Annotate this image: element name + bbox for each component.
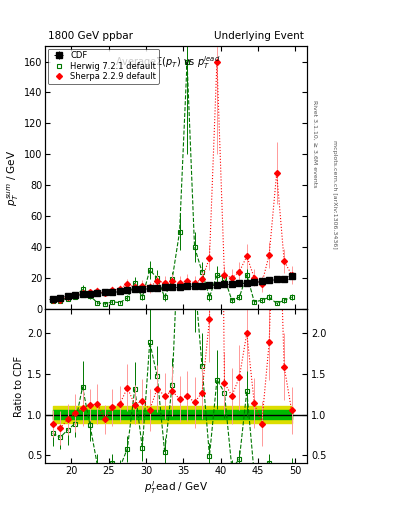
Sherpa 2.2.9 default (80, 290, 85, 296)
Sherpa 2.2.9 default (103, 290, 107, 296)
Sherpa 2.2.9 default (177, 280, 182, 286)
Sherpa 2.2.9 default (207, 255, 212, 261)
Herwig 7.2.1 default (207, 294, 212, 301)
Herwig 7.2.1 default (267, 294, 272, 301)
Sherpa 2.2.9 default (132, 284, 137, 290)
Text: Average$\Sigma$($p_T$) vs $p_T^{lead}$: Average$\Sigma$($p_T$) vs $p_T^{lead}$ (116, 54, 221, 71)
Herwig 7.2.1 default (125, 295, 130, 301)
Herwig 7.2.1 default (177, 228, 182, 234)
Herwig 7.2.1 default (50, 298, 55, 305)
Sherpa 2.2.9 default (110, 287, 115, 293)
Herwig 7.2.1 default (65, 296, 70, 302)
Herwig 7.2.1 default (289, 294, 294, 301)
Herwig 7.2.1 default (73, 294, 77, 300)
Herwig 7.2.1 default (274, 301, 279, 307)
Herwig 7.2.1 default (237, 294, 242, 301)
Sherpa 2.2.9 default (50, 297, 55, 304)
Sherpa 2.2.9 default (192, 280, 197, 286)
Text: 1800 GeV ppbar: 1800 GeV ppbar (48, 31, 133, 41)
Herwig 7.2.1 default (155, 275, 160, 281)
Herwig 7.2.1 default (200, 269, 204, 275)
Herwig 7.2.1 default (185, 58, 189, 65)
Text: Underlying Event: Underlying Event (214, 31, 304, 41)
Herwig 7.2.1 default (95, 300, 100, 306)
Herwig 7.2.1 default (244, 272, 249, 278)
Sherpa 2.2.9 default (185, 278, 189, 284)
Text: Rivet 3.1.10, ≥ 3.6M events: Rivet 3.1.10, ≥ 3.6M events (312, 100, 318, 187)
Sherpa 2.2.9 default (118, 286, 122, 292)
Sherpa 2.2.9 default (252, 275, 257, 281)
Sherpa 2.2.9 default (65, 294, 70, 301)
Sherpa 2.2.9 default (88, 289, 92, 295)
Herwig 7.2.1 default (110, 299, 115, 305)
Herwig 7.2.1 default (132, 280, 137, 286)
Sherpa 2.2.9 default (244, 253, 249, 260)
Sherpa 2.2.9 default (237, 269, 242, 275)
Text: mcplots.cern.ch [arXiv:1306.3436]: mcplots.cern.ch [arXiv:1306.3436] (332, 140, 337, 249)
Legend: CDF, Herwig 7.2.1 default, Sherpa 2.2.9 default: CDF, Herwig 7.2.1 default, Sherpa 2.2.9 … (48, 49, 158, 84)
Sherpa 2.2.9 default (147, 284, 152, 290)
Herwig 7.2.1 default (147, 267, 152, 273)
Sherpa 2.2.9 default (289, 272, 294, 278)
Line: Sherpa 2.2.9 default: Sherpa 2.2.9 default (51, 59, 294, 303)
Sherpa 2.2.9 default (155, 278, 160, 284)
Herwig 7.2.1 default (230, 297, 234, 304)
Herwig 7.2.1 default (252, 299, 257, 305)
Sherpa 2.2.9 default (162, 280, 167, 286)
Sherpa 2.2.9 default (274, 170, 279, 176)
Sherpa 2.2.9 default (282, 258, 286, 264)
Herwig 7.2.1 default (222, 275, 227, 281)
Sherpa 2.2.9 default (95, 288, 100, 294)
Herwig 7.2.1 default (215, 272, 219, 278)
Herwig 7.2.1 default (259, 297, 264, 304)
Y-axis label: $p_T^{sum}$ / GeV: $p_T^{sum}$ / GeV (6, 149, 21, 206)
Herwig 7.2.1 default (88, 292, 92, 298)
Herwig 7.2.1 default (170, 276, 174, 283)
Sherpa 2.2.9 default (125, 281, 130, 287)
Sherpa 2.2.9 default (230, 275, 234, 281)
Herwig 7.2.1 default (192, 244, 197, 250)
Sherpa 2.2.9 default (170, 278, 174, 284)
Sherpa 2.2.9 default (222, 272, 227, 278)
Herwig 7.2.1 default (140, 294, 145, 301)
Sherpa 2.2.9 default (73, 292, 77, 298)
X-axis label: $p_T^l$ead / GeV: $p_T^l$ead / GeV (144, 479, 208, 496)
Sherpa 2.2.9 default (267, 251, 272, 258)
Herwig 7.2.1 default (162, 294, 167, 301)
Herwig 7.2.1 default (103, 301, 107, 307)
Line: Herwig 7.2.1 default: Herwig 7.2.1 default (50, 59, 294, 306)
Sherpa 2.2.9 default (140, 283, 145, 289)
Sherpa 2.2.9 default (215, 58, 219, 65)
Herwig 7.2.1 default (58, 297, 62, 304)
Sherpa 2.2.9 default (200, 276, 204, 283)
Herwig 7.2.1 default (80, 286, 85, 292)
Sherpa 2.2.9 default (259, 281, 264, 287)
Y-axis label: Ratio to CDF: Ratio to CDF (14, 355, 24, 417)
Herwig 7.2.1 default (118, 300, 122, 306)
Herwig 7.2.1 default (282, 297, 286, 304)
Sherpa 2.2.9 default (58, 296, 62, 303)
